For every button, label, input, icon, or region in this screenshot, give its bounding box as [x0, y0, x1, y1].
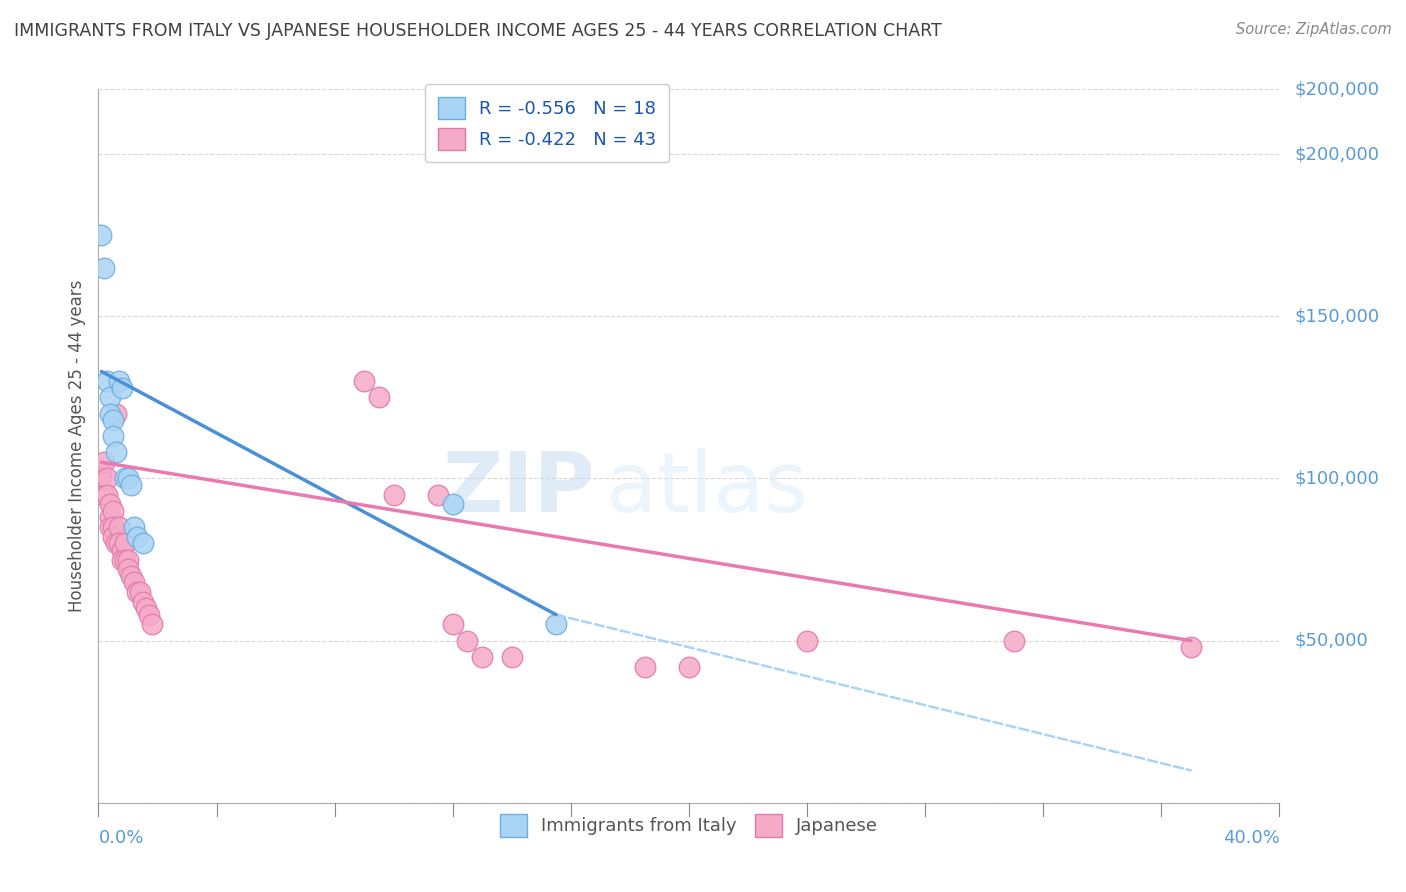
Point [1180, 640, 1202, 654]
Point [105, 445, 128, 459]
Point [114, 536, 136, 550]
Point [120, 478, 142, 492]
Point [98, 390, 121, 404]
Point [132, 595, 155, 609]
Point [546, 617, 568, 632]
Point [634, 659, 657, 673]
Point [138, 607, 160, 622]
Point [98, 407, 121, 421]
Point [141, 617, 163, 632]
Point [117, 471, 139, 485]
Point [122, 520, 145, 534]
Text: 0.0%: 0.0% [98, 829, 143, 847]
Point [103, 520, 125, 534]
Point [120, 568, 142, 582]
Point [457, 633, 479, 648]
Point [108, 374, 131, 388]
Point [103, 530, 125, 544]
Point [122, 575, 145, 590]
Point [103, 504, 125, 518]
Point [132, 536, 155, 550]
Point [125, 530, 148, 544]
Point [111, 381, 134, 395]
Text: IMMIGRANTS FROM ITALY VS JAPANESE HOUSEHOLDER INCOME AGES 25 - 44 YEARS CORRELAT: IMMIGRANTS FROM ITALY VS JAPANESE HOUSEH… [14, 22, 942, 40]
Text: $200,000: $200,000 [1295, 145, 1379, 163]
Legend: Immigrants from Italy, Japanese: Immigrants from Italy, Japanese [492, 807, 886, 844]
Point [501, 649, 523, 664]
Point [111, 542, 134, 557]
Point [125, 585, 148, 599]
Point [98, 497, 121, 511]
Point [368, 390, 391, 404]
Point [93, 260, 115, 275]
Point [117, 562, 139, 576]
Text: $200,000: $200,000 [1295, 80, 1379, 98]
Point [128, 585, 150, 599]
Point [98, 510, 121, 524]
Point [96, 488, 118, 502]
Point [103, 413, 125, 427]
Point [93, 488, 115, 502]
Text: atlas: atlas [606, 449, 808, 529]
Point [105, 536, 128, 550]
Point [90, 471, 112, 485]
Text: $50,000: $50,000 [1295, 632, 1368, 649]
Point [103, 429, 125, 443]
Point [353, 374, 375, 388]
Point [111, 552, 134, 566]
Point [678, 659, 700, 673]
Point [114, 552, 136, 566]
Point [96, 471, 118, 485]
Text: Householder Income Ages 25 - 44 years: Householder Income Ages 25 - 44 years [67, 280, 86, 612]
Text: ZIP: ZIP [441, 449, 595, 529]
Point [108, 536, 131, 550]
Point [105, 407, 128, 421]
Point [96, 374, 118, 388]
Point [93, 455, 115, 469]
Point [427, 488, 450, 502]
Point [135, 601, 157, 615]
Point [98, 520, 121, 534]
Point [117, 552, 139, 566]
Point [90, 465, 112, 479]
Point [382, 488, 405, 502]
Point [796, 633, 818, 648]
Point [108, 520, 131, 534]
Point [441, 617, 464, 632]
Text: 40.0%: 40.0% [1223, 829, 1279, 847]
Point [90, 228, 112, 243]
Text: Source: ZipAtlas.com: Source: ZipAtlas.com [1236, 22, 1392, 37]
Point [441, 497, 464, 511]
Point [471, 649, 494, 664]
Text: $100,000: $100,000 [1295, 469, 1379, 487]
Point [1002, 633, 1025, 648]
Text: $150,000: $150,000 [1295, 307, 1379, 326]
Point [114, 471, 136, 485]
